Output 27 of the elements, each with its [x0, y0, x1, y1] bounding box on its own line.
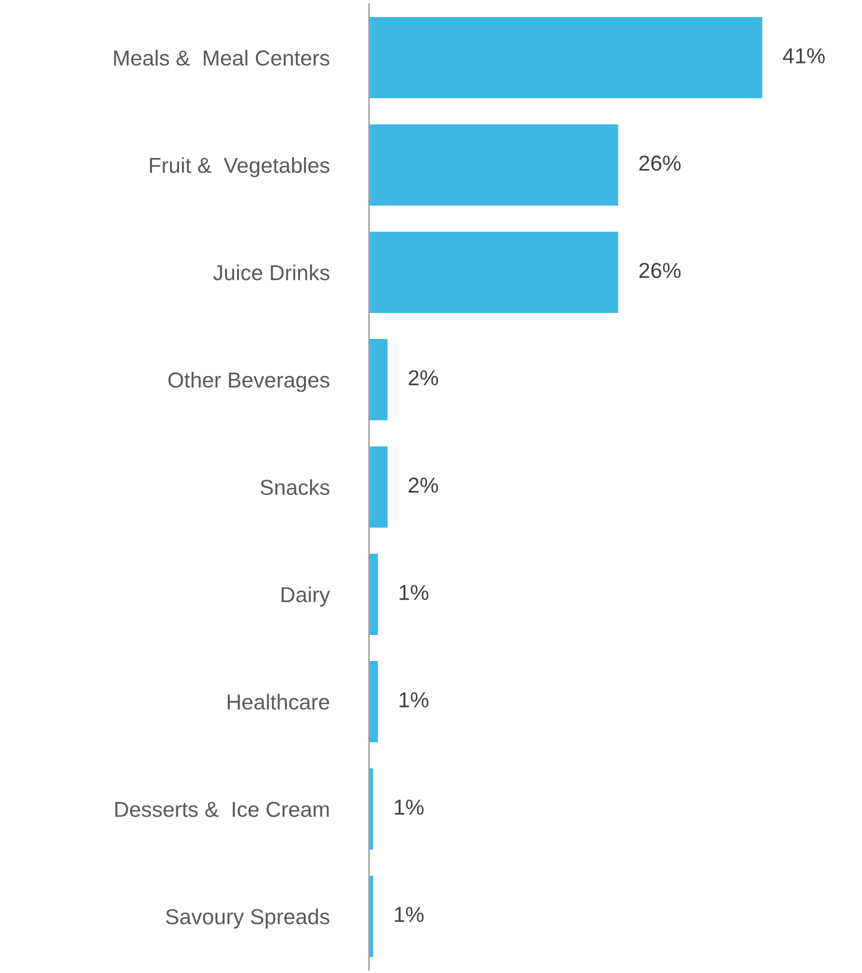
bar	[369, 444, 389, 530]
bar	[369, 230, 620, 314]
y-tick-label: Savoury Spreads	[166, 908, 330, 929]
y-tick-label: Other Beverages	[168, 372, 330, 392]
bar	[369, 338, 389, 422]
data-label: 26%	[639, 262, 681, 278]
y-tick-label: Meals & Meal Centers	[114, 50, 330, 66]
bar	[369, 766, 374, 852]
data-label: 41%	[782, 48, 825, 64]
bar	[369, 660, 380, 744]
data-label: 26%	[639, 156, 681, 171]
data-label: 1%	[394, 906, 424, 922]
y-tick-label: Dairy	[282, 586, 330, 607]
y-tick-label: Healthcare	[228, 694, 330, 710]
data-label: 1%	[394, 800, 424, 815]
y-tick-label: Juice Drinks	[213, 264, 330, 280]
data-label: 2%	[408, 478, 438, 493]
data-label: 1%	[400, 692, 428, 708]
data-label: 2%	[408, 370, 438, 386]
data-label: 1%	[400, 584, 428, 600]
y-tick-label: Snacks	[260, 479, 330, 496]
bar	[369, 122, 620, 208]
bar	[369, 874, 374, 958]
y-tick-label: Fruit & Vegetables	[150, 157, 330, 178]
bar	[369, 16, 763, 100]
y-tick-label: Desserts & Ice Cream	[115, 802, 329, 818]
bar	[369, 552, 380, 636]
